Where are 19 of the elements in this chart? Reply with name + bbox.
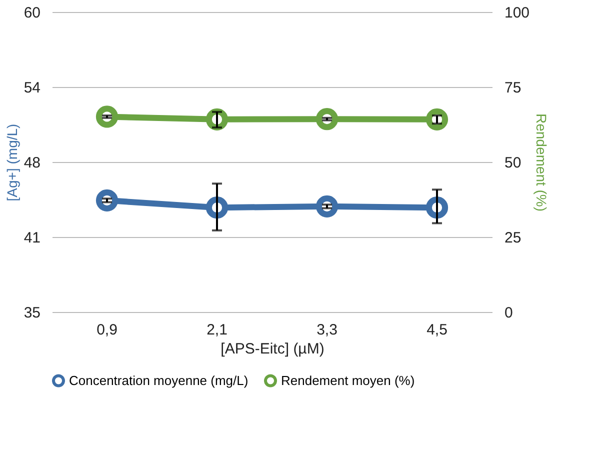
- y-axis-title: [Ag+] (mg/L): [4, 124, 20, 202]
- y-tick-label: 60: [24, 4, 40, 22]
- x-tick-label: 0,9: [96, 322, 118, 338]
- y2-tick-label: 50: [504, 154, 522, 172]
- y-tick-label: 41: [24, 230, 40, 246]
- y2-tick-label: 0: [504, 304, 513, 322]
- legend-label: Rendement moyen (%): [281, 372, 415, 388]
- x-tick-label: 2,1: [206, 322, 228, 338]
- y2-axis-title: Rendement (%): [534, 113, 550, 212]
- x-axis-title: [APS-Eitc] (µM): [220, 340, 324, 358]
- y2-tick-label: 75: [504, 80, 522, 96]
- y2-tick-label: 100: [504, 4, 530, 22]
- x-tick-label: 3,3: [316, 322, 338, 338]
- legend-label: Concentration moyenne (mg/L): [69, 372, 248, 388]
- y-tick-label: 35: [24, 304, 40, 322]
- y-tick-label: 48: [24, 154, 40, 172]
- x-tick-label: 4,5: [426, 322, 448, 338]
- y2-tick-label: 25: [504, 230, 522, 246]
- y-tick-label: 54: [24, 80, 40, 96]
